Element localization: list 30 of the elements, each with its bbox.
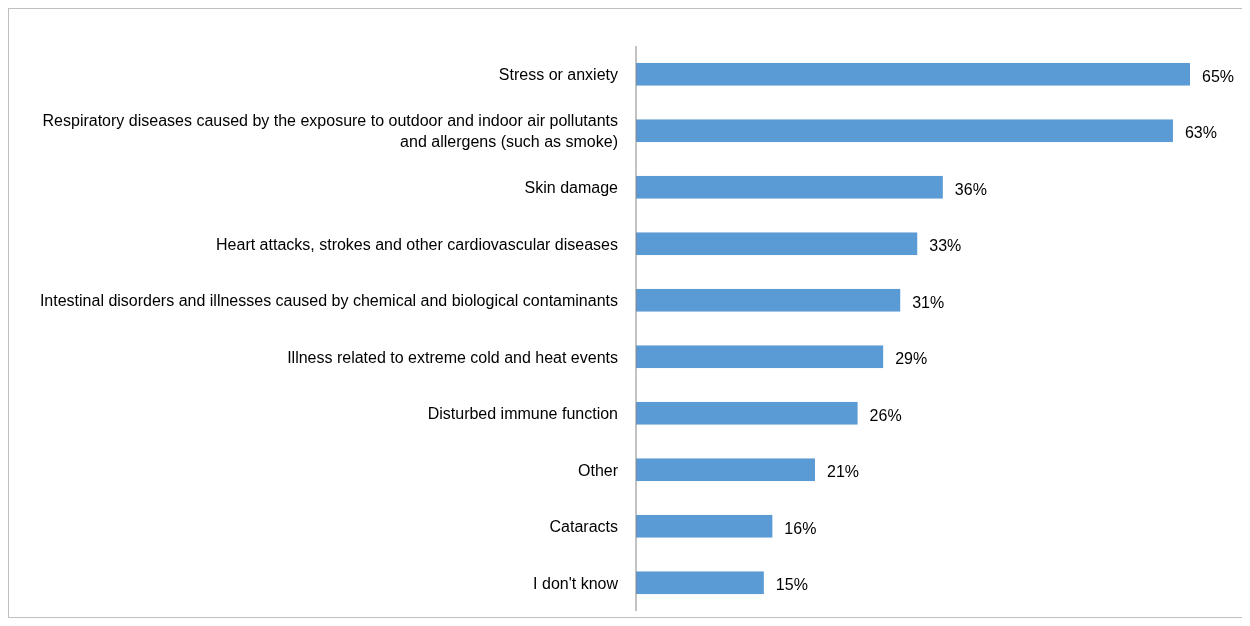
data-label: 31% [912, 293, 945, 311]
bar [636, 571, 764, 595]
bar [636, 514, 773, 538]
bar [636, 401, 858, 425]
data-label: 29% [895, 350, 928, 368]
data-label: 65% [1202, 67, 1235, 85]
data-label: 33% [929, 237, 962, 255]
data-label: 63% [1184, 124, 1217, 142]
data-label: 36% [954, 180, 987, 198]
y-tick-label: Intestinal disorders and illnesses caused by chemical and biological contaminants [39, 291, 618, 309]
y-tick-label: Disturbed immune function [427, 404, 618, 422]
data-label: 16% [784, 519, 817, 537]
bar [636, 232, 918, 256]
data-label: 15% [775, 576, 808, 594]
y-tick-label: Illness related to extreme cold and heat events [287, 348, 618, 366]
data-label: 21% [826, 463, 860, 481]
y-tick-label: I don't know [533, 574, 619, 592]
bar [636, 345, 884, 369]
y-tick-label: Stress or anxiety [498, 65, 618, 83]
y-tick-label: Other [577, 461, 619, 479]
y-tick-label: Cataracts [549, 517, 618, 535]
y-tick-label: Heart attacks, strokes and other cardiovascular diseases [216, 235, 618, 253]
y-tick-label: Respiratory diseases caused by the exposure to outdoor and indoor air pollutants and allergens (such as smoke) [42, 111, 618, 150]
bar [636, 288, 901, 312]
bar [636, 119, 1173, 143]
bar [636, 175, 943, 199]
y-tick-label: Skin damage [524, 178, 619, 196]
bar [636, 62, 1190, 86]
bar [636, 458, 815, 482]
data-label: 26% [869, 406, 902, 424]
